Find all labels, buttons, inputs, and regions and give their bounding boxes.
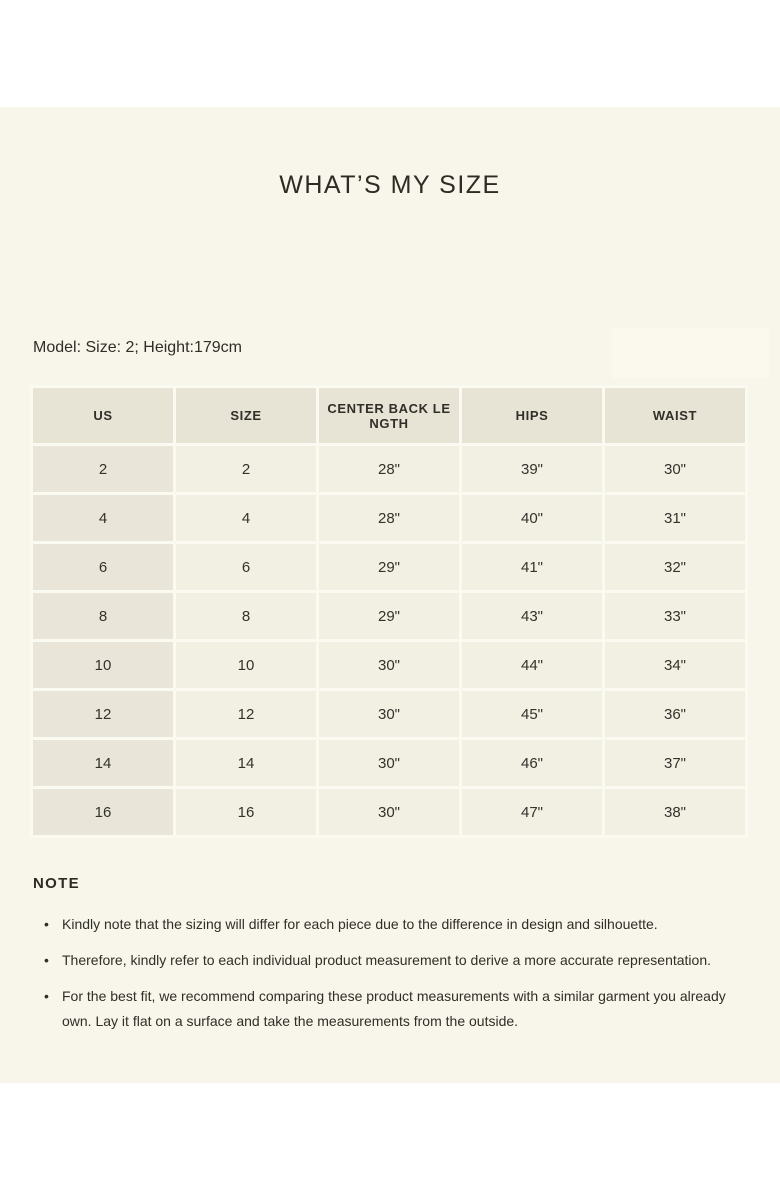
size-row: 10 10 30" 44" 34": [33, 642, 745, 688]
size-cell-us: 14: [33, 740, 173, 786]
size-cell-center-back-length: 30": [319, 740, 459, 786]
size-cell-hips: 46": [462, 740, 602, 786]
note-heading: NOTE: [33, 875, 80, 892]
size-cell-waist: 37": [605, 740, 745, 786]
size-row: 14 14 30" 46" 37": [33, 740, 745, 786]
size-cell-hips: 43": [462, 593, 602, 639]
size-row: 2 2 28" 39" 30": [33, 446, 745, 492]
column-header-size: SIZE: [176, 388, 316, 443]
size-cell-center-back-length: 30": [319, 789, 459, 835]
size-cell-us: 8: [33, 593, 173, 639]
size-cell-waist: 34": [605, 642, 745, 688]
size-row: 6 6 29" 41" 32": [33, 544, 745, 590]
size-cell-size: 12: [176, 691, 316, 737]
size-cell-us: 12: [33, 691, 173, 737]
size-cell-center-back-length: 30": [319, 642, 459, 688]
column-header-hips: HIPS: [462, 388, 602, 443]
size-cell-hips: 45": [462, 691, 602, 737]
size-cell-hips: 39": [462, 446, 602, 492]
size-cell-size: 10: [176, 642, 316, 688]
size-chart-table: US SIZE CENTER BACK LE NGTH HIPS WAIST 2 2 28"…: [30, 385, 748, 838]
size-cell-waist: 36": [605, 691, 745, 737]
size-row: 8 8 29" 43" 33": [33, 593, 745, 639]
column-header-us: US: [33, 388, 173, 443]
note-bullet: For the best fit, we recommend comparing…: [33, 984, 742, 1034]
size-guide-content: WHAT’S MY SIZE Model: Size: 2; Height:17…: [0, 107, 780, 1083]
size-row: 12 12 30" 45" 36": [33, 691, 745, 737]
size-row: 16 16 30" 47" 38": [33, 789, 745, 835]
size-cell-size: 2: [176, 446, 316, 492]
size-cell-size: 6: [176, 544, 316, 590]
size-cell-waist: 38": [605, 789, 745, 835]
header-row: US SIZE CENTER BACK LE NGTH HIPS WAIST: [33, 388, 745, 443]
size-cell-hips: 41": [462, 544, 602, 590]
size-cell-waist: 32": [605, 544, 745, 590]
size-cell-us: 16: [33, 789, 173, 835]
size-cell-hips: 40": [462, 495, 602, 541]
size-cell-us: 10: [33, 642, 173, 688]
size-cell-us: 6: [33, 544, 173, 590]
size-cell-us: 2: [33, 446, 173, 492]
size-cell-hips: 47": [462, 789, 602, 835]
size-cell-hips: 44": [462, 642, 602, 688]
size-chart-header: US SIZE CENTER BACK LE NGTH HIPS WAIST: [33, 388, 745, 443]
size-cell-center-back-length: 29": [319, 544, 459, 590]
size-cell-center-back-length: 28": [319, 495, 459, 541]
note-list: Kindly note that the sizing will differ …: [33, 912, 745, 1045]
size-cell-center-back-length: 30": [319, 691, 459, 737]
faded-image-remnant: [612, 328, 769, 378]
size-chart-body: 2 2 28" 39" 30" 4 4 28" 40" 31" 6 6 29" 41" 32" 8 8 29" 43…: [33, 446, 745, 835]
size-cell-center-back-length: 28": [319, 446, 459, 492]
page-title: WHAT’S MY SIZE: [279, 171, 501, 199]
size-row: 4 4 28" 40" 31": [33, 495, 745, 541]
note-bullet: Kindly note that the sizing will differ …: [33, 912, 742, 937]
size-cell-us: 4: [33, 495, 173, 541]
size-cell-waist: 31": [605, 495, 745, 541]
column-header-center-back-length: CENTER BACK LE NGTH: [319, 388, 459, 443]
size-cell-size: 16: [176, 789, 316, 835]
size-cell-center-back-length: 29": [319, 593, 459, 639]
size-cell-waist: 30": [605, 446, 745, 492]
note-bullet: Therefore, kindly refer to each individu…: [33, 948, 742, 973]
size-cell-size: 14: [176, 740, 316, 786]
size-cell-size: 4: [176, 495, 316, 541]
size-cell-size: 8: [176, 593, 316, 639]
model-info: Model: Size: 2; Height:179cm: [33, 339, 242, 356]
column-header-waist: WAIST: [605, 388, 745, 443]
size-cell-waist: 33": [605, 593, 745, 639]
